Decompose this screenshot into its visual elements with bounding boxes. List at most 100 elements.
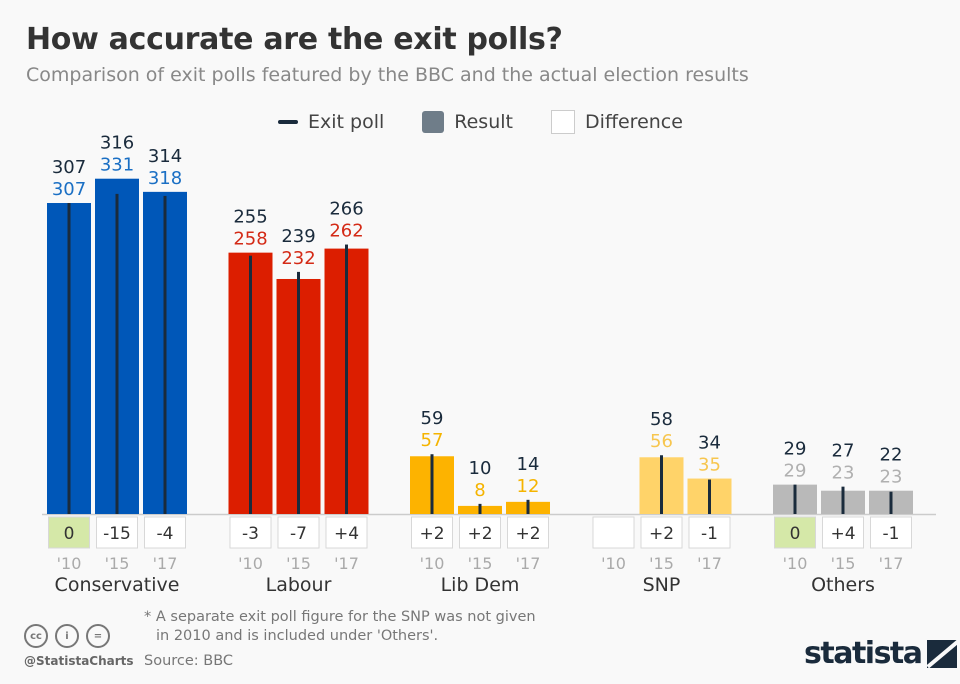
- exit-poll-label: 27: [832, 441, 855, 462]
- party-label: SNP: [643, 574, 681, 596]
- exit-poll-marker: [67, 203, 71, 514]
- no-derivatives-icon: =: [86, 624, 110, 648]
- exit-poll-marker: [660, 455, 663, 514]
- chart-title: How accurate are the exit polls?: [26, 22, 563, 57]
- difference-label: -15: [103, 524, 131, 544]
- difference-label: -1: [701, 524, 718, 544]
- result-label: 318: [148, 168, 182, 189]
- difference-label: +4: [334, 524, 359, 544]
- year-tick-label: '10: [57, 554, 82, 573]
- difference-box: [507, 516, 549, 549]
- result-label: 307: [52, 179, 86, 200]
- party-label: Lib Dem: [441, 574, 520, 596]
- legend-label: Difference: [584, 111, 683, 133]
- cc-license-icons: cc i =: [24, 624, 117, 648]
- difference-box: [229, 516, 272, 549]
- result-label: 8: [474, 480, 485, 501]
- year-tick-label: '17: [879, 554, 904, 573]
- exit-poll-swatch: [278, 120, 298, 124]
- result-label: 331: [100, 155, 134, 176]
- footnote: * A separate exit poll figure for the SN…: [144, 608, 536, 646]
- difference-label: -4: [157, 524, 174, 544]
- exit-poll-label: 239: [281, 226, 315, 247]
- chart-subtitle: Comparison of exit polls featured by the…: [26, 64, 749, 86]
- year-tick-label: '15: [105, 554, 130, 573]
- difference-box: [870, 516, 912, 549]
- difference-label: 0: [64, 524, 75, 544]
- exit-poll-marker: [115, 193, 119, 514]
- year-tick-label: '17: [334, 554, 359, 573]
- exit-poll-marker: [708, 479, 711, 514]
- year-tick-label: '10: [420, 554, 445, 573]
- result-label: 262: [329, 221, 363, 242]
- logo-text: statista: [804, 636, 923, 671]
- exit-poll-label: 34: [698, 433, 721, 454]
- legend-label: Exit poll: [308, 111, 385, 133]
- exit-poll-label: 255: [233, 207, 267, 228]
- year-tick-label: '10: [601, 554, 626, 573]
- legend-difference: Difference: [550, 110, 683, 134]
- difference-box: [325, 516, 368, 549]
- exit-poll-label: 58: [650, 409, 673, 430]
- cc-icon: cc: [24, 624, 48, 648]
- difference-label: 0: [790, 524, 801, 544]
- exit-poll-label: 266: [329, 199, 363, 220]
- year-tick-label: '15: [649, 554, 674, 573]
- difference-box: [411, 516, 453, 549]
- difference-box: [144, 516, 186, 549]
- result-label: 23: [880, 467, 903, 488]
- difference-box: [774, 516, 816, 549]
- difference-box: [48, 516, 90, 549]
- year-tick-label: '10: [238, 554, 263, 573]
- difference-label: +2: [467, 524, 492, 544]
- exit-poll-marker: [478, 503, 482, 514]
- result-swatch: [422, 111, 445, 133]
- difference-label: +4: [830, 524, 855, 544]
- exit-poll-label: 314: [148, 146, 182, 167]
- exit-poll-marker: [430, 454, 434, 514]
- difference-box: [277, 516, 320, 549]
- legend-exit-poll: Exit poll: [278, 111, 384, 133]
- exit-poll-marker: [249, 255, 252, 514]
- result-label: 35: [698, 455, 721, 476]
- year-tick-label: '15: [468, 554, 493, 573]
- exit-poll-marker: [526, 499, 530, 514]
- exit-poll-label: 29: [784, 439, 807, 460]
- statista-logo[interactable]: statista: [804, 636, 957, 671]
- year-tick-label: '10: [783, 554, 808, 573]
- statista-logo-icon: [926, 639, 957, 668]
- exit-poll-label: 307: [52, 157, 86, 178]
- year-tick-label: '17: [153, 554, 178, 573]
- difference-box: [688, 516, 731, 549]
- difference-swatch: [550, 110, 575, 134]
- difference-box: [459, 516, 501, 549]
- footnote-line: * A separate exit poll figure for the SN…: [144, 609, 536, 625]
- twitter-handle: @StatistaCharts: [24, 654, 134, 668]
- footnote-line: in 2010 and is included under 'Others'.: [156, 628, 439, 644]
- result-label: 29: [784, 461, 807, 482]
- exit-poll-marker: [793, 484, 797, 514]
- legend-label: Result: [454, 111, 513, 133]
- result-label: 258: [233, 229, 267, 250]
- result-label: 57: [421, 430, 444, 451]
- party-label: Labour: [266, 574, 332, 596]
- difference-box: [592, 516, 635, 549]
- difference-label: -3: [242, 524, 259, 544]
- exit-poll-marker: [841, 486, 845, 514]
- difference-label: -7: [290, 524, 307, 544]
- difference-label: +2: [649, 524, 674, 544]
- exit-poll-marker: [889, 491, 893, 514]
- exit-poll-marker: [163, 195, 167, 514]
- result-label: 232: [281, 248, 315, 269]
- exit-poll-label: 316: [100, 133, 134, 154]
- exit-poll-label: 22: [880, 445, 903, 466]
- source: Source: BBC: [144, 653, 234, 669]
- result-label: 56: [650, 431, 673, 452]
- exit-poll-label: 59: [421, 408, 444, 429]
- difference-label: -1: [883, 524, 900, 544]
- difference-label: +2: [419, 524, 444, 544]
- result-label: 12: [517, 476, 540, 497]
- legend: Exit poll Result Difference: [278, 110, 721, 134]
- result-label: 23: [832, 463, 855, 484]
